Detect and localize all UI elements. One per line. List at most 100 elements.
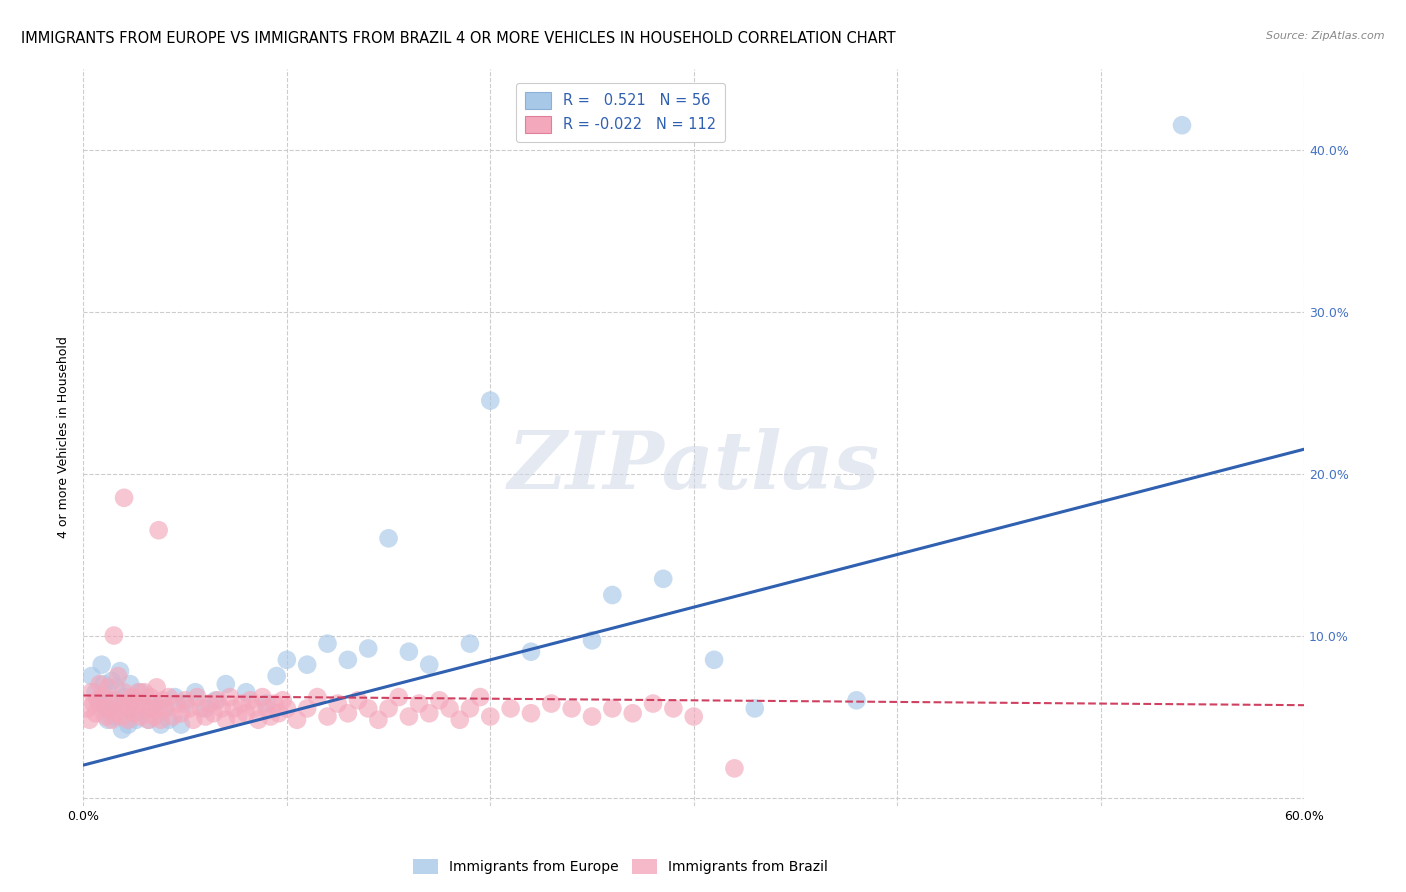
Point — [97, 713, 120, 727]
Point — [194, 709, 217, 723]
Point — [121, 706, 143, 721]
Point — [120, 701, 142, 715]
Point — [377, 531, 399, 545]
Point — [247, 713, 270, 727]
Point — [239, 693, 262, 707]
Point — [520, 706, 543, 721]
Point — [652, 572, 675, 586]
Point — [561, 701, 583, 715]
Point — [235, 706, 257, 721]
Point — [127, 685, 149, 699]
Point — [845, 693, 868, 707]
Point — [79, 713, 101, 727]
Point — [377, 701, 399, 715]
Point — [148, 701, 170, 715]
Point — [170, 706, 193, 721]
Point — [347, 693, 370, 707]
Point — [148, 523, 170, 537]
Point — [80, 669, 103, 683]
Point — [226, 709, 249, 723]
Text: IMMIGRANTS FROM EUROPE VS IMMIGRANTS FROM BRAZIL 4 OR MORE VEHICLES IN HOUSEHOLD: IMMIGRANTS FROM EUROPE VS IMMIGRANTS FRO… — [21, 31, 896, 46]
Point — [252, 690, 274, 704]
Point — [458, 637, 481, 651]
Point — [125, 713, 148, 727]
Point — [256, 697, 278, 711]
Point — [621, 706, 644, 721]
Point — [662, 701, 685, 715]
Point — [98, 701, 121, 715]
Point — [1171, 118, 1194, 132]
Point — [271, 693, 294, 707]
Point — [108, 664, 131, 678]
Point — [139, 690, 162, 704]
Point — [204, 693, 226, 707]
Legend: Immigrants from Europe, Immigrants from Brazil: Immigrants from Europe, Immigrants from … — [408, 854, 834, 880]
Point — [166, 697, 188, 711]
Point — [93, 677, 115, 691]
Point — [602, 588, 624, 602]
Point — [703, 653, 725, 667]
Point — [285, 713, 308, 727]
Point — [398, 709, 420, 723]
Point — [357, 641, 380, 656]
Point — [121, 690, 143, 704]
Point — [103, 628, 125, 642]
Point — [149, 717, 172, 731]
Point — [97, 681, 120, 695]
Point — [207, 693, 229, 707]
Point — [215, 713, 238, 727]
Point — [540, 697, 562, 711]
Point — [186, 690, 208, 704]
Point — [104, 681, 127, 695]
Point — [157, 690, 180, 704]
Point — [94, 709, 117, 723]
Point — [117, 717, 139, 731]
Point — [93, 690, 115, 704]
Point — [184, 685, 207, 699]
Point — [243, 701, 266, 715]
Point — [682, 709, 704, 723]
Point — [499, 701, 522, 715]
Y-axis label: 4 or more Vehicles in Household: 4 or more Vehicles in Household — [58, 336, 70, 538]
Point — [107, 701, 129, 715]
Point — [235, 685, 257, 699]
Point — [115, 697, 138, 711]
Point — [267, 706, 290, 721]
Point — [641, 697, 664, 711]
Point — [418, 706, 440, 721]
Point — [84, 706, 107, 721]
Point — [174, 693, 197, 707]
Point — [111, 709, 134, 723]
Point — [131, 697, 153, 711]
Point — [103, 693, 125, 707]
Point — [179, 701, 201, 715]
Point — [295, 701, 318, 715]
Point — [143, 697, 166, 711]
Point — [398, 645, 420, 659]
Point — [129, 685, 152, 699]
Point — [76, 701, 98, 715]
Point — [418, 657, 440, 672]
Point — [120, 677, 142, 691]
Point — [80, 685, 103, 699]
Point — [145, 681, 167, 695]
Text: ZIPatlas: ZIPatlas — [508, 428, 880, 505]
Point — [90, 657, 112, 672]
Point — [198, 697, 221, 711]
Point — [86, 693, 108, 707]
Point — [103, 709, 125, 723]
Point — [135, 701, 157, 715]
Point — [138, 713, 160, 727]
Point — [84, 685, 107, 699]
Point — [581, 709, 603, 723]
Point — [115, 697, 138, 711]
Point — [89, 677, 111, 691]
Point — [336, 706, 359, 721]
Point — [111, 723, 134, 737]
Point — [149, 713, 172, 727]
Point — [276, 653, 298, 667]
Point — [117, 713, 139, 727]
Point — [141, 701, 163, 715]
Point — [336, 653, 359, 667]
Point — [218, 690, 240, 704]
